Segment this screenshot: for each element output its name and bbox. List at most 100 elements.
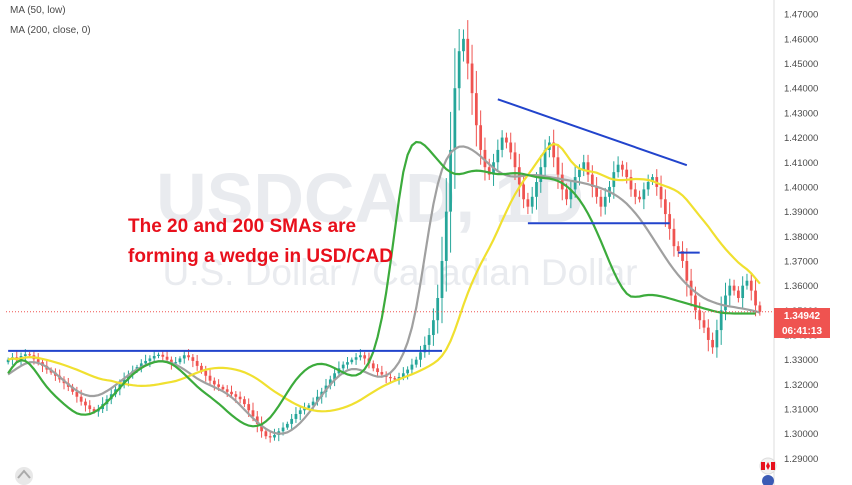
candle-body [389, 376, 392, 379]
price-tick-label: 1.42000 [784, 133, 818, 144]
candle-body [436, 298, 440, 321]
price-tick-label: 1.29000 [784, 454, 818, 465]
candle-body [28, 354, 31, 356]
candle-body [732, 285, 736, 291]
candle-body [212, 380, 216, 385]
candle-body [513, 152, 517, 168]
candle-body [139, 363, 143, 368]
candle-body [749, 280, 753, 291]
candle-body [676, 246, 680, 252]
candle-body [406, 369, 409, 374]
price-tick-label: 1.36000 [784, 281, 818, 292]
candle-body [741, 285, 745, 298]
candle-body [595, 186, 598, 197]
candle-body [234, 394, 238, 397]
candle-body [6, 359, 10, 363]
candle-body [230, 391, 233, 395]
candle-body [573, 177, 577, 190]
candle-body [724, 295, 727, 311]
candle-body [706, 327, 710, 340]
wedge-upper-line [497, 98, 688, 167]
current-price: 1.34942 [784, 311, 821, 322]
candle-body [754, 290, 757, 306]
watermark-subtitle: U.S. Dollar / Canadian Dollar [162, 252, 637, 293]
candle-body [363, 355, 367, 359]
candle-body [590, 174, 594, 187]
price-tick-label: 1.30000 [784, 429, 818, 440]
price-tick-label: 1.45000 [784, 59, 818, 70]
price-tick-label: 1.37000 [784, 256, 818, 267]
candle-body [698, 310, 702, 321]
price-tick-label: 1.39000 [784, 207, 818, 218]
candle-body [217, 384, 220, 387]
candle-body [728, 285, 732, 296]
candle-body [187, 355, 190, 358]
ma-fast-line [7, 140, 756, 428]
candle-body [393, 378, 397, 380]
candle-body [616, 164, 620, 173]
candle-body [144, 360, 147, 364]
price-axis[interactable]: 1.47000 1.46000 1.45000 1.44000 1.43000 1.420… [773, 0, 818, 485]
candle-body [500, 137, 504, 150]
candle-body [410, 364, 414, 370]
candle-body [419, 352, 422, 360]
candle-body [423, 344, 427, 353]
candle-body [535, 182, 538, 197]
candle-body [71, 386, 74, 392]
candle-body [578, 169, 581, 178]
candle-body [88, 405, 92, 410]
candle-body [195, 360, 199, 366]
candle-body [350, 359, 354, 363]
price-tick-label: 1.33000 [784, 355, 818, 366]
candle-body [273, 434, 276, 438]
candle-body [479, 125, 483, 150]
candle-body [526, 199, 530, 207]
candle-body [380, 372, 384, 375]
candle-body [685, 260, 689, 281]
candle-body [745, 280, 749, 286]
candle-body [298, 410, 302, 414]
candle-body [221, 386, 225, 390]
candle-body [401, 373, 405, 377]
candle-body [281, 427, 285, 432]
candle-body [457, 51, 461, 89]
price-tick-label: 1.38000 [784, 232, 818, 243]
candle-body [599, 196, 603, 207]
candle-body [285, 423, 289, 428]
moving-averages [7, 140, 761, 435]
candle-body [165, 356, 169, 360]
candle-body [483, 149, 487, 168]
candle-body [440, 260, 444, 298]
logo-icon [15, 467, 33, 485]
annotation-line-2: forming a wedge in USD/CAD [128, 246, 393, 267]
candle-body [470, 63, 474, 94]
candle-body [543, 149, 547, 168]
candle-body [79, 396, 83, 402]
price-tick-label: 1.46000 [784, 34, 818, 45]
candle-body [191, 357, 195, 361]
candle-body [92, 409, 96, 412]
candle-body [427, 335, 431, 345]
candle-body [758, 305, 762, 312]
candle-body [290, 418, 294, 424]
candle-body [376, 368, 379, 373]
candle-body [556, 157, 560, 175]
candle-body [625, 169, 629, 178]
candle-body [152, 356, 156, 359]
candle-body [148, 358, 152, 361]
candle-body [255, 416, 259, 424]
candle-body [359, 355, 362, 358]
candle-body [621, 164, 624, 170]
candle-body [668, 214, 672, 229]
candle-body [208, 375, 212, 381]
candle-body [371, 363, 375, 369]
candle-body [642, 189, 646, 200]
candle-body [487, 167, 491, 175]
candle-body [414, 359, 418, 365]
candle-body [638, 196, 641, 200]
price-tick-label: 1.41000 [784, 158, 818, 169]
price-tick-label: 1.47000 [784, 10, 818, 21]
bar-countdown: 06:41:13 [782, 326, 822, 337]
